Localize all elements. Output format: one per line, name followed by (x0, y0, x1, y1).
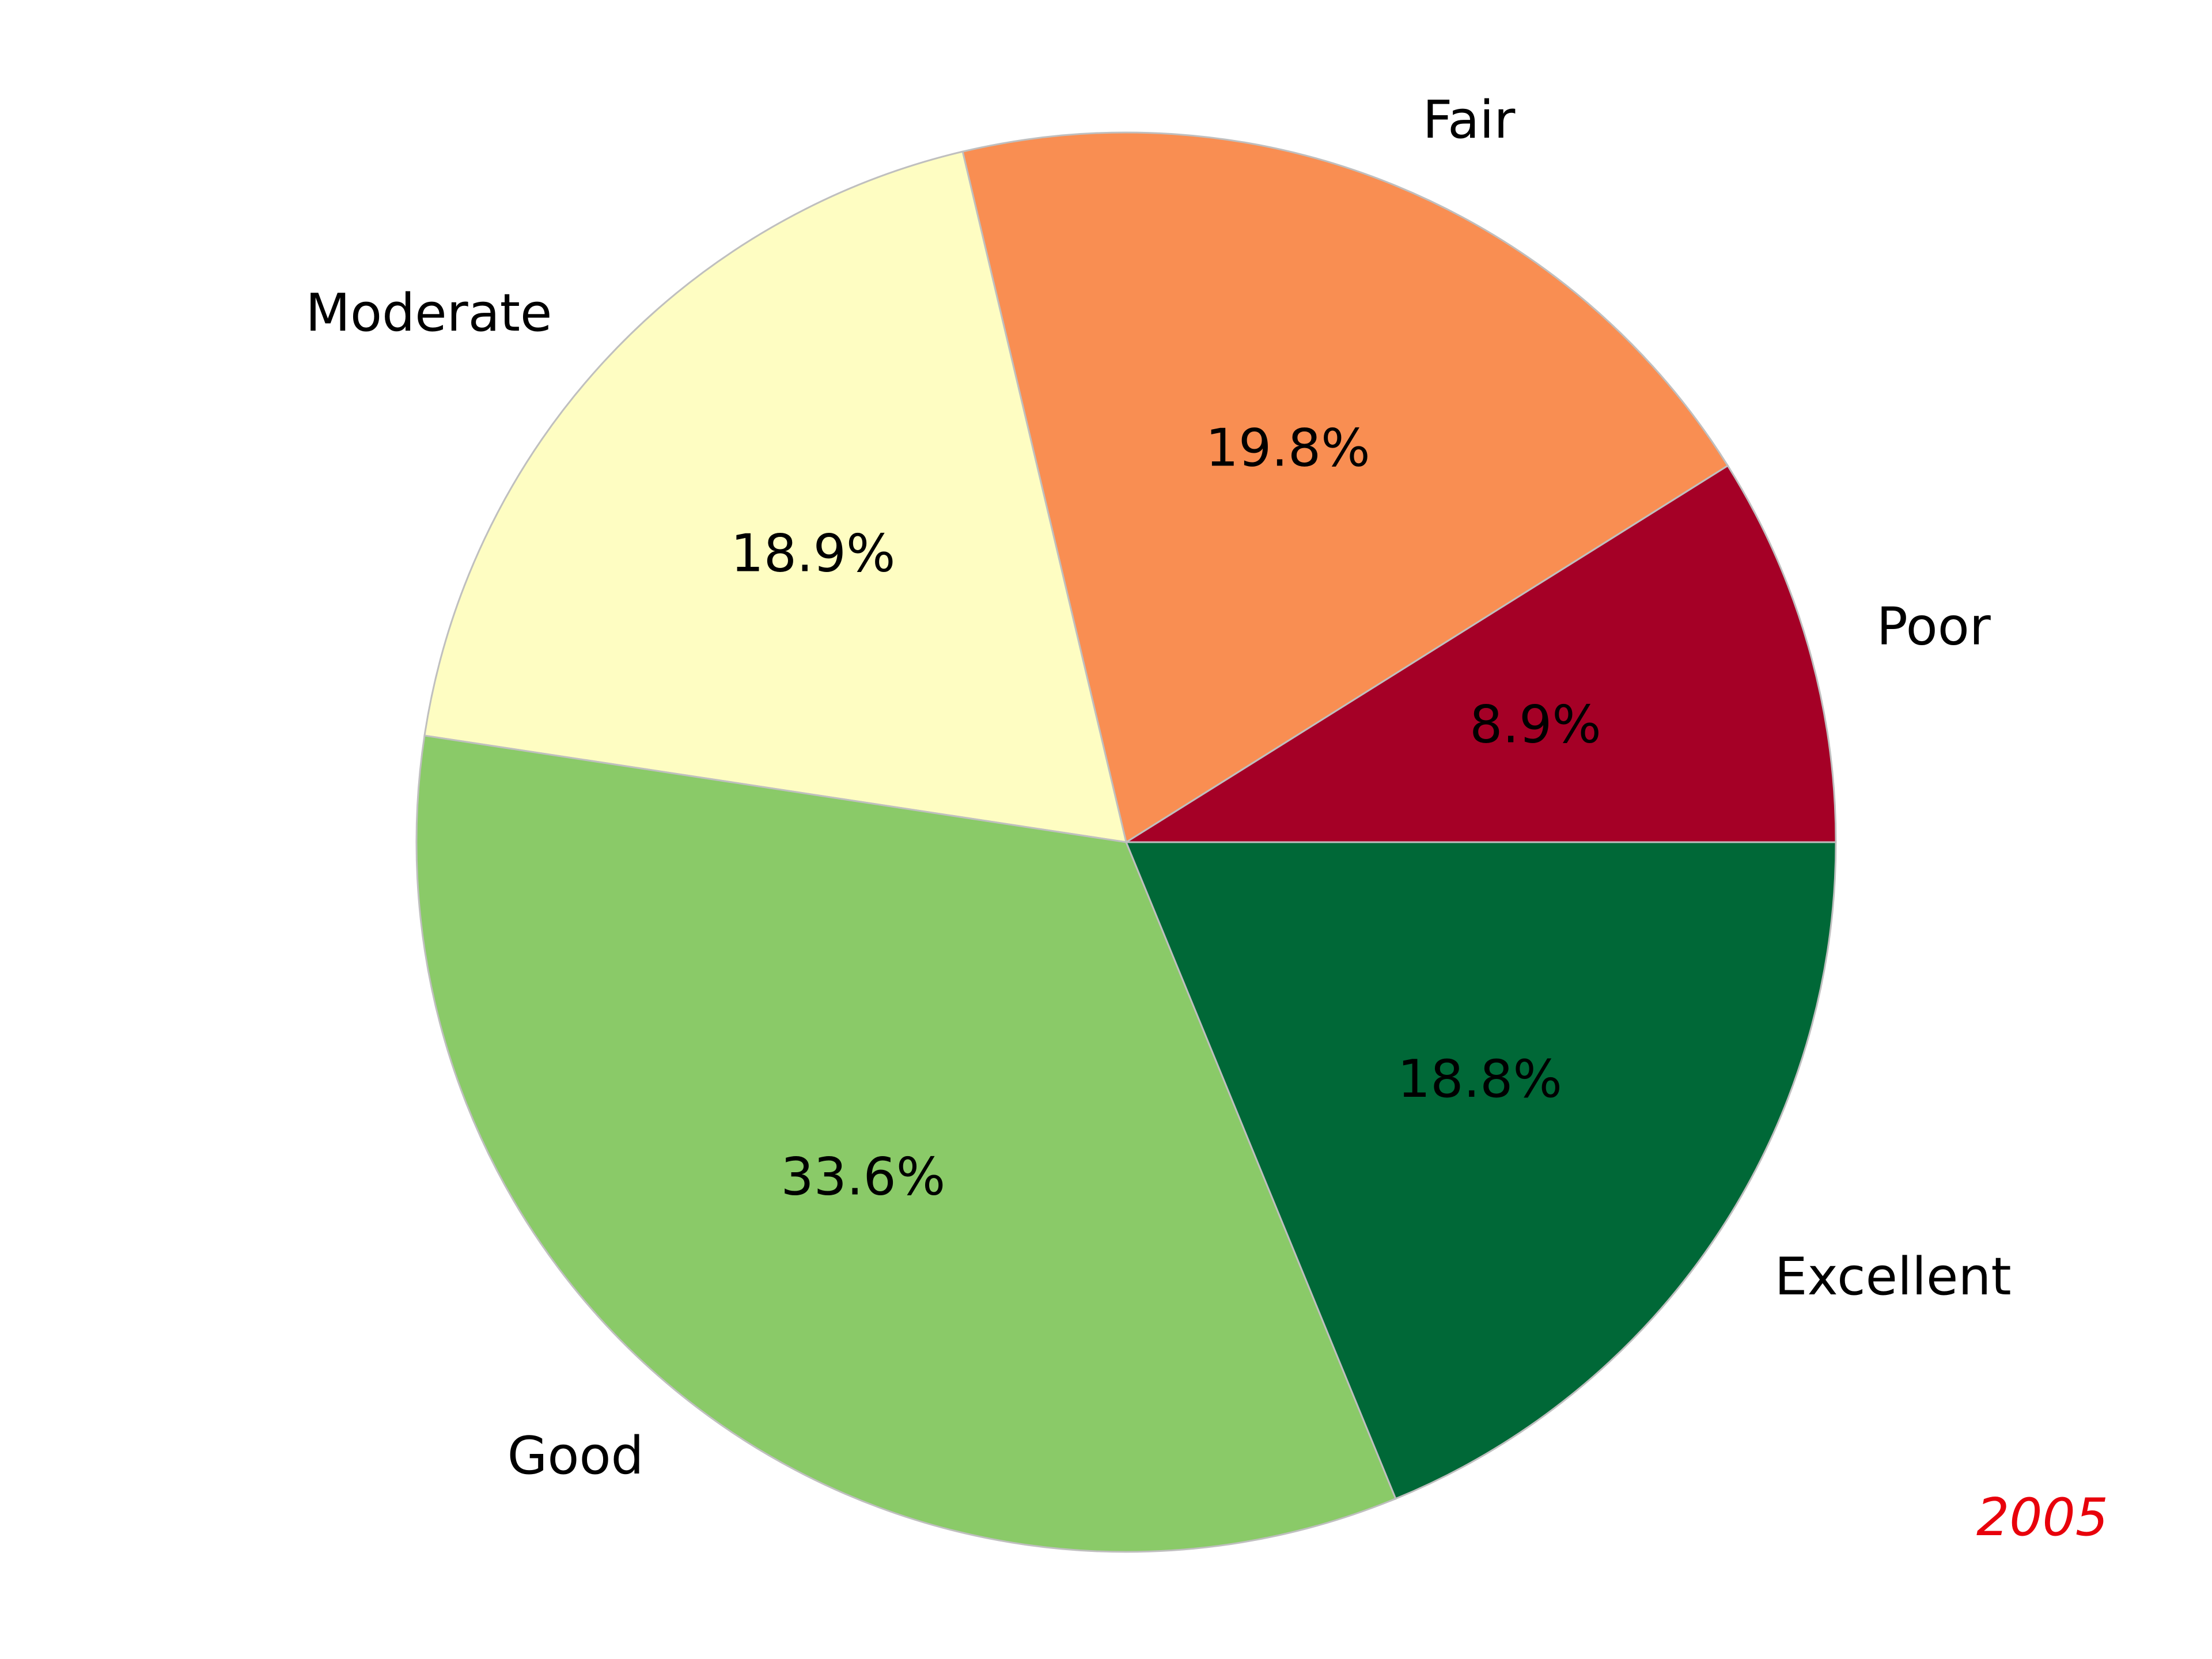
category-label-poor: Poor (1877, 597, 1991, 657)
slice-moderate (423, 150, 1127, 843)
pie-slices (415, 131, 1837, 1553)
category-label-fair: Fair (1423, 90, 1516, 150)
slice-excellent (1124, 841, 1837, 1500)
category-label-excellent: Excellent (1775, 1247, 2012, 1307)
percent-label-excellent: 18.8% (1397, 1049, 1562, 1109)
percent-label-good: 33.6% (781, 1147, 945, 1207)
category-label-good: Good (507, 1426, 644, 1486)
percent-label-poor: 8.9% (1469, 695, 1601, 755)
slice-good (415, 734, 1397, 1553)
slice-fair (961, 131, 1729, 844)
percent-label-moderate: 18.9% (730, 524, 895, 584)
percent-label-fair: 19.8% (1206, 418, 1370, 479)
slice-poor (1123, 464, 1837, 843)
year-annotation: 2005 (1976, 1487, 2108, 1548)
category-label-moderate: Moderate (305, 283, 552, 343)
pie-labels: 8.9% Poor 19.8% Fair 18.9% Moderate 33.6% Good 1… (305, 90, 2011, 1486)
